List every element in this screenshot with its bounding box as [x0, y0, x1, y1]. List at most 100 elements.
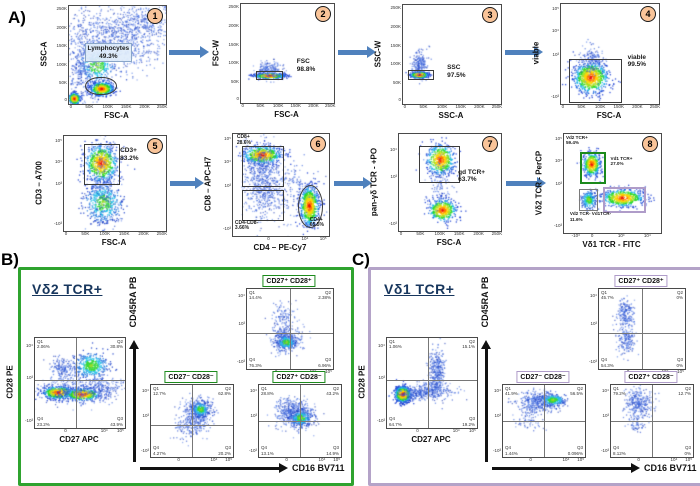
plot-c-pn-xtick-2: 10⁵ — [685, 457, 693, 462]
plot-a7-xtick-2: 100K — [434, 231, 446, 236]
plot-b-main-y-axis-label: CD28 PE — [5, 365, 15, 399]
plot-a2-xtick-0: 0 — [241, 103, 245, 108]
plot-a6-xtick-1: 10⁴ — [301, 236, 309, 241]
plot-a3-ytick-4: 50K — [392, 79, 401, 85]
plot-a3-xtick-3: 150K — [455, 104, 467, 109]
plot-a2-ytick-4: 50K — [230, 78, 239, 84]
plot-a2-xtick-5: 250K — [324, 103, 336, 108]
plot-a4-xtick-5: 250K — [649, 104, 661, 109]
plot-a5-xtick-3: 150K — [118, 231, 130, 236]
plot-a1-xtick-3: 150K — [120, 104, 132, 109]
plot-a7: gd TCR+ 63.7% 7 — [398, 133, 502, 232]
arrow-plot3-to-plot4 — [505, 46, 543, 59]
plot-a5-y-axis-label: CD3 – A700 — [34, 160, 44, 205]
plot-a5-annotation-0: CD3+ 83.2% — [120, 147, 139, 162]
plot-a2-step-badge: 2 — [315, 6, 331, 22]
plot-a7-gate-0 — [419, 145, 461, 183]
plot-a8-xtick-1: 0 — [590, 233, 594, 238]
plot-a6-xtick-2: 10⁵ — [319, 236, 327, 241]
plot-a8-ytick-2: 10³ — [555, 181, 562, 187]
plot-c-pn-subset-title: CD27⁺ CD28⁻ — [624, 371, 678, 383]
plot-a6-xtick-0: 0 — [267, 236, 270, 241]
plot-a7-xtick-3: 150K — [453, 231, 465, 236]
plot-b-main-x-axis-label: CD27 APC — [59, 435, 99, 444]
plot-c-pn-q4-label: Q4 8.12% — [613, 445, 626, 456]
plot-b-main-xtick-0: 0 — [64, 428, 67, 433]
plot-a3-gate-0 — [407, 70, 435, 81]
plot-b-main-q4-label: Q4 23.2% — [37, 416, 50, 427]
plot-a1: Lymphocytes 49.3% 1 — [68, 5, 167, 105]
arrow-head-icon — [279, 463, 288, 473]
plot-c-nn: Q1 41.9% Q2 56.5% Q3 0.096% Q4 1.44% — [502, 384, 586, 458]
plot-b-pn-quadrant-hline — [259, 421, 341, 422]
plot-a8-ytick-0: 10⁵ — [555, 135, 562, 141]
plot-a6-ytick-1: 10⁴ — [224, 158, 231, 164]
plot-a7-ytick-0: 10⁴ — [390, 147, 397, 153]
plot-c-pp-q4-label: Q4 54.3% — [601, 357, 614, 368]
plot-a2-gate-0 — [255, 71, 283, 81]
plot-b-main-q3-label: Q3 43.9% — [110, 416, 123, 427]
plot-c-pp-quadrant-hline — [599, 333, 685, 334]
plot-b-pp-ytick-1: 10³ — [238, 320, 245, 326]
arrow-shaft — [484, 348, 488, 462]
panel-b-title: Vδ2 TCR+ — [32, 281, 103, 297]
plot-a3-step-badge: 3 — [482, 7, 498, 23]
plot-c-nn-q1-label: Q1 41.9% — [505, 386, 518, 397]
plot-b-nn-quadrant-hline — [151, 424, 233, 426]
plot-c-pp-xtick-2: 10⁵ — [677, 369, 684, 374]
plot-b-main-quadrant-vline — [75, 338, 77, 428]
plot-c-main-quadrant-hline — [387, 380, 477, 382]
plot-a1-ytick-0: 250K — [56, 5, 67, 11]
panel-b-box — [18, 267, 354, 486]
plot-a5: CD3+ 83.2% 5 — [63, 135, 167, 232]
panel-c-label: C) — [352, 250, 370, 269]
panel-b-cd45ra-axis-label: CD45RA PB — [128, 276, 138, 328]
plot-a2-ytick-3: 100K — [228, 60, 239, 66]
plot-c-main-xtick-1: 10⁴ — [452, 428, 460, 433]
plot-b-pp-ytick-0: 10⁴ — [238, 292, 245, 298]
plot-a3-ytick-3: 100K — [390, 61, 401, 67]
plot-a4-ytick-2: 10³ — [552, 51, 559, 57]
plot-a7-xtick-5: 250K — [491, 231, 503, 236]
plot-a1-xtick-0: 0 — [69, 104, 73, 109]
plot-b-nn-ytick-2: -10³ — [140, 447, 149, 453]
plot-b-main-xtick-2: 10⁵ — [116, 428, 124, 433]
arrow-head-icon — [200, 46, 209, 58]
plot-a6-ytick-2: 10³ — [224, 182, 231, 188]
plot-a1-ytick-3: 100K — [56, 61, 67, 67]
plot-a5-ytick-0: 10⁵ — [55, 137, 62, 143]
plot-b-nn-xtick-2: 10⁵ — [225, 457, 233, 462]
plot-b-main-ytick-2: -10³ — [24, 417, 33, 423]
plot-b-pn-q1-label: Q1 28.8% — [261, 386, 274, 397]
plot-c-main-q1-label: Q1 1.06% — [389, 339, 402, 350]
plot-b-nn-ytick-0: 10⁴ — [142, 387, 149, 393]
plot-a1-x-axis-label: FSC-A — [104, 111, 129, 120]
plot-a8-step-badge: 8 — [642, 136, 658, 152]
plot-a4-ytick-0: 10⁵ — [552, 5, 559, 11]
plot-a5-xtick-1: 50K — [81, 231, 90, 236]
plot-a4-ytick-1: 10⁴ — [552, 27, 559, 33]
plot-a8: Vd2 TCR+ 59.4% Vd1 TCR+ 27.0% Vd2 TCR- Vd1… — [563, 133, 662, 234]
plot-a7-step-badge: 7 — [482, 136, 498, 152]
plot-c-nn-quadrant-hline — [503, 421, 585, 422]
plot-a4-xtick-3: 150K — [613, 104, 625, 109]
plot-a1-ytick-1: 200K — [56, 24, 67, 30]
plot-b-pp-q4-label: Q4 76.3% — [249, 357, 262, 368]
plot-c-nn-ytick-1: 10³ — [494, 413, 501, 419]
plot-a7-annotation-0: gd TCR+ 63.7% — [458, 168, 486, 184]
plot-a4-annotation-0: viable 99.5% — [627, 54, 647, 69]
plot-a3-ytick-0: 250K — [390, 4, 401, 10]
plot-a4-xtick-1: 50K — [577, 104, 586, 109]
arrow-shaft — [169, 50, 200, 55]
plot-b-main-scatter — [35, 338, 125, 428]
plot-b-main-q2-label: Q2 30.8% — [110, 339, 123, 350]
plot-a2-x-axis-label: FSC-A — [274, 110, 299, 119]
plot-a1-step-badge: 1 — [147, 8, 163, 24]
plot-b-nn-q4-label: Q4 4.27% — [153, 445, 166, 456]
plot-a3-x-axis-label: SSC-A — [438, 111, 464, 120]
plot-c-pp-quadrant-vline — [642, 289, 643, 369]
arrow-plot1-to-plot2 — [169, 46, 209, 59]
plot-c-main-xtick-2: 10⁵ — [468, 428, 476, 433]
plot-a5-x-axis-label: FSC-A — [101, 238, 127, 247]
